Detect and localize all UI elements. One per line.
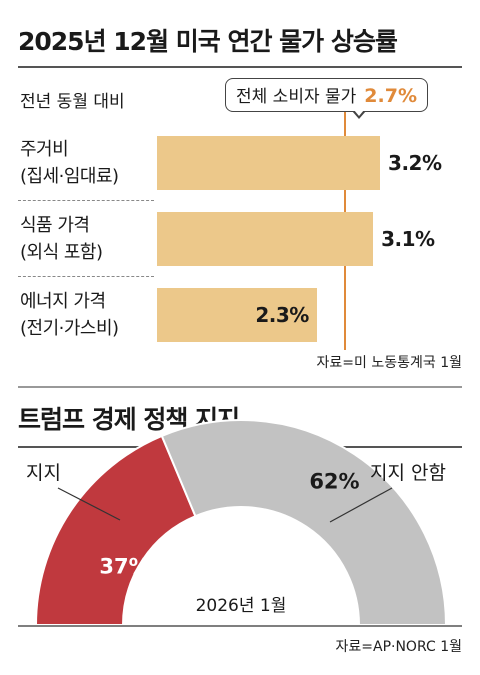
category-label-1: 식품 가격 (외식 포함) [20, 212, 103, 266]
slice-value-label-0: 37% [99, 555, 149, 579]
section-divider [18, 386, 462, 388]
category-divider-2 [18, 276, 154, 277]
category-label-line: (전기·가스비) [20, 318, 119, 339]
category-label-0: 주거비 (집세·임대료) [20, 136, 119, 190]
bar-1 [157, 212, 374, 266]
slice-0 [34, 434, 197, 626]
category-divider-1 [18, 200, 154, 201]
bar-value-label-1: 3.1% [381, 227, 435, 251]
bar-0 [157, 136, 381, 190]
category-label-line: (외식 포함) [20, 242, 103, 263]
donut-center-label: 2026년 1월 [196, 596, 287, 616]
overall-cpi-callout: 전체 소비자 물가 2.7% [225, 78, 428, 112]
bar-value-label-0: 3.2% [388, 151, 442, 175]
callout-pointer-fill [354, 110, 364, 116]
oppose-label: 지지 안함 [370, 462, 446, 484]
slice-1 [160, 419, 448, 626]
inflation-chart-subtitle: 전년 동월 대비 [20, 92, 125, 112]
overall-cpi-value: 2.7% [364, 85, 417, 107]
category-label-line: 주거비 [20, 139, 69, 160]
title-divider [18, 66, 462, 68]
overall-cpi-label: 전체 소비자 물가 [236, 87, 357, 107]
bar-value-label-2: 2.3% [255, 303, 309, 327]
leader-line-1 [329, 487, 393, 523]
inflation-source: 자료=미 노동통계국 1월 [316, 355, 462, 371]
category-label-line: (집세·임대료) [20, 166, 119, 187]
approval-source: 자료=AP·NORC 1월 [335, 639, 463, 655]
bar-2 [157, 288, 318, 342]
support-label: 지지 [26, 462, 61, 484]
category-label-line: 식품 가격 [20, 215, 90, 236]
inflation-chart-title: 2025년 12월 미국 연간 물가 상승률 [18, 27, 398, 56]
slice-value-label-1: 62% [309, 470, 359, 494]
leader-line-0 [57, 487, 121, 521]
category-label-2: 에너지 가격 (전기·가스비) [20, 288, 119, 342]
category-label-line: 에너지 가격 [20, 291, 106, 312]
